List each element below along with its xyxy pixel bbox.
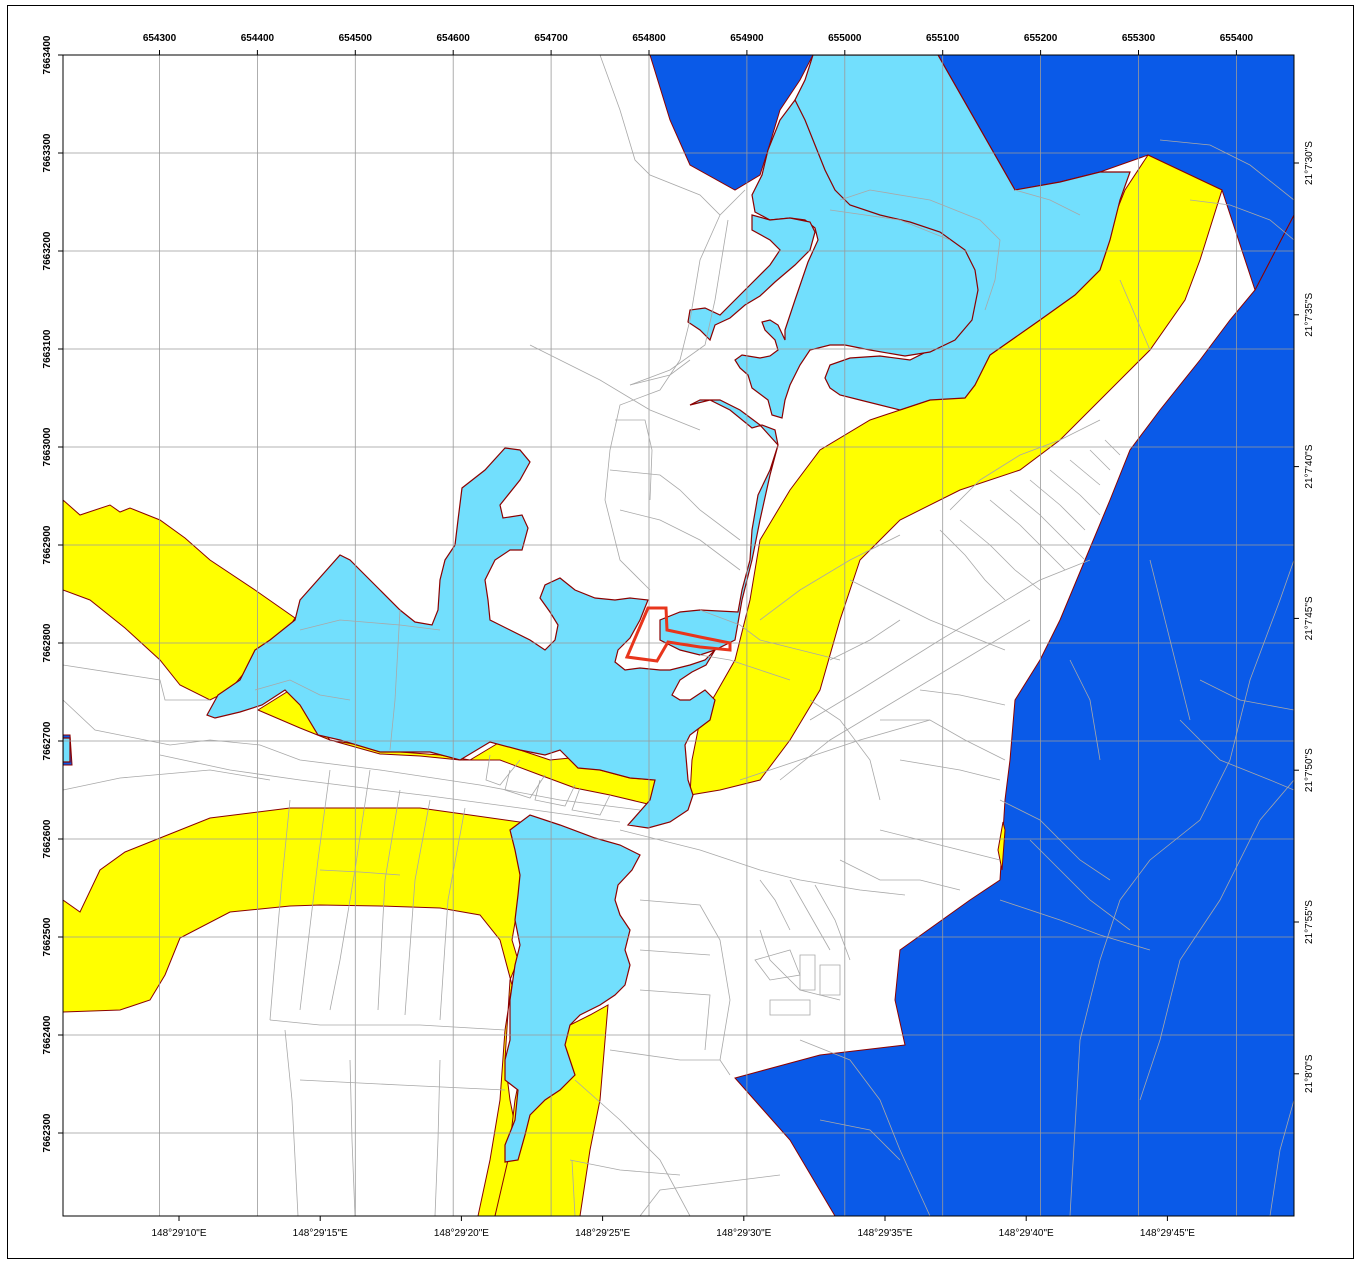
- longitude-label: 148°29'25"E: [575, 1228, 630, 1239]
- latitude-label: 21°7'40"S: [1304, 444, 1315, 488]
- axis-ticks: [58, 50, 1299, 1221]
- longitude-label: 148°29'20"E: [434, 1228, 489, 1239]
- northing-label: 7662800: [42, 623, 53, 662]
- easting-label: 655300: [1122, 33, 1156, 44]
- latitude-label: 21°7'45"S: [1304, 596, 1315, 640]
- easting-label: 654400: [241, 33, 275, 44]
- easting-label: 654900: [730, 33, 764, 44]
- longitude-label: 148°29'15"E: [293, 1228, 348, 1239]
- northing-label: 7662400: [42, 1015, 53, 1054]
- longitude-label: 148°29'40"E: [999, 1228, 1054, 1239]
- longitude-labels-bottom: 148°29'10"E 148°29'15"E 148°29'20"E 148°29'…: [151, 1228, 1195, 1239]
- northing-label: 7662300: [42, 1113, 53, 1152]
- latitude-labels-right: 21°7'30"S 21°7'35"S 21°7'40"S 21°7'45"S 21°7…: [1304, 141, 1315, 1093]
- easting-label: 654800: [632, 33, 666, 44]
- northing-label: 7663300: [42, 133, 53, 172]
- easting-label: 655400: [1220, 33, 1254, 44]
- northing-label: 7662600: [42, 819, 53, 858]
- easting-label: 654500: [339, 33, 373, 44]
- latitude-label: 21°7'35"S: [1304, 293, 1315, 337]
- latitude-label: 21°8'0"S: [1304, 1054, 1315, 1093]
- map-frame: [7, 5, 1354, 1259]
- northing-label: 7662900: [42, 525, 53, 564]
- waterway-area: [63, 55, 1131, 1163]
- latitude-label: 21°7'55"S: [1304, 900, 1315, 944]
- parcel-boundaries: [63, 55, 1294, 1216]
- longitude-label: 148°29'45"E: [1140, 1228, 1195, 1239]
- northing-label: 7663000: [42, 427, 53, 466]
- longitude-label: 148°29'35"E: [857, 1228, 912, 1239]
- northing-label: 7663100: [42, 329, 53, 368]
- northing-label: 7662500: [42, 917, 53, 956]
- site-boundary[interactable]: [624, 606, 732, 663]
- northing-labels-left: 7663400 7663300 7663200 7663100 7663000 76629…: [42, 35, 53, 1152]
- northing-label: 7663400: [42, 35, 53, 74]
- map-border: [62, 54, 1295, 1217]
- northing-label: 7663200: [42, 231, 53, 270]
- easting-labels-top: 654300 654400 654500 654600 654700 654800 6549…: [143, 33, 1254, 44]
- longitude-label: 148°29'30"E: [716, 1228, 771, 1239]
- easting-label: 654700: [534, 33, 568, 44]
- coordinate-grid: [63, 55, 1294, 1216]
- latitude-label: 21°7'30"S: [1304, 141, 1315, 185]
- longitude-label: 148°29'10"E: [151, 1228, 206, 1239]
- easting-label: 654600: [437, 33, 471, 44]
- easting-label: 654300: [143, 33, 177, 44]
- easting-label: 655000: [828, 33, 862, 44]
- easting-label: 655100: [926, 33, 960, 44]
- latitude-label: 21°7'50"S: [1304, 748, 1315, 792]
- northing-label: 7662700: [42, 721, 53, 760]
- easting-label: 655200: [1024, 33, 1058, 44]
